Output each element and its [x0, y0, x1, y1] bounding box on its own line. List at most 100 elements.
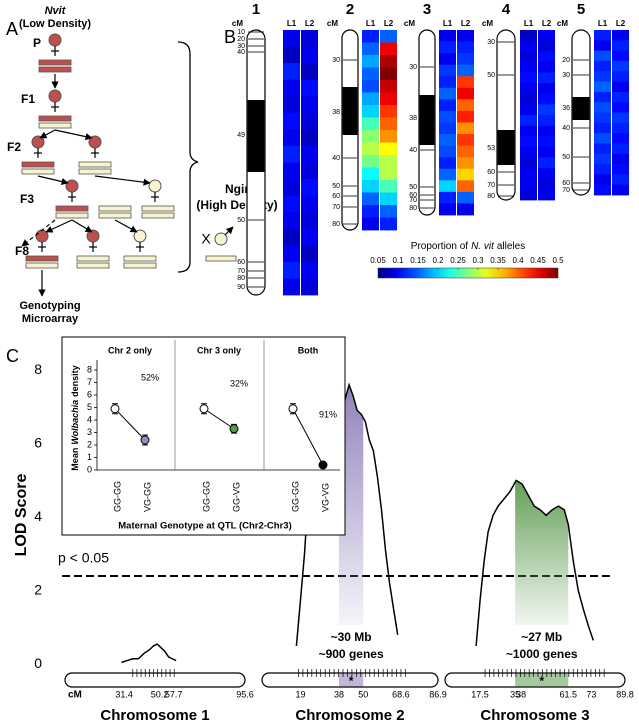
- centromere-block: [342, 87, 358, 135]
- heat-cell: [362, 42, 379, 56]
- heat-cell: [301, 179, 318, 197]
- heat-cell: [520, 72, 537, 84]
- qtl-marker: *: [349, 674, 354, 688]
- heat-cell: [301, 63, 318, 81]
- heat-cell: [283, 46, 300, 64]
- ideogram-tick-label: 60: [237, 259, 245, 266]
- heat-cell: [362, 205, 379, 218]
- chromosome-number: 1: [252, 1, 260, 18]
- chromosome-pair: [141, 212, 175, 219]
- subpanel-title: Chr 3 only: [197, 345, 241, 355]
- threshold-label: p < 0.05: [58, 550, 109, 566]
- generation-label: F3: [20, 192, 34, 206]
- heat-cell: [538, 93, 555, 105]
- x-tick-label: VG-GG: [142, 482, 152, 512]
- heat-cell: [594, 112, 611, 124]
- ideogram-tick-label: 50: [487, 72, 495, 79]
- x-tick-label: 17.5: [471, 689, 489, 699]
- chromosome-name: Chromosome 2: [295, 707, 404, 724]
- x-tick-label: 89.8: [616, 689, 634, 699]
- heat-cell: [612, 164, 629, 175]
- x-tick-label: 73: [586, 689, 596, 699]
- heat-cell: [612, 122, 629, 134]
- heat-cell: [439, 87, 456, 100]
- x-tick-label: 31.4: [115, 689, 133, 699]
- panel-label: B: [224, 27, 236, 47]
- heat-cell: [594, 122, 611, 134]
- heat-cell: [380, 180, 397, 193]
- chromosome-number: 2: [346, 1, 354, 18]
- heat-cell: [520, 125, 537, 137]
- heat-cell: [380, 92, 397, 106]
- heat-cell: [380, 30, 397, 43]
- heat-cell: [520, 61, 537, 73]
- y-tick-label: 8: [34, 361, 42, 377]
- x-tick-label: 38: [334, 689, 344, 699]
- ideogram-tick-label: 60: [332, 193, 340, 200]
- line-label: L2: [542, 19, 552, 28]
- heat-cell: [301, 162, 318, 180]
- heat-cell: [538, 178, 555, 190]
- heat-cell: [439, 122, 456, 135]
- arrow: [21, 219, 56, 247]
- output-label: Microarray: [22, 313, 79, 325]
- reduction-label: 52%: [141, 372, 159, 382]
- heat-cell: [520, 51, 537, 63]
- colorbar-title-part: N. vit: [471, 241, 495, 252]
- colorbar-tick-label: 0.1: [392, 256, 404, 265]
- axis-unit: cM: [404, 19, 415, 28]
- chromosome-pair: [123, 262, 157, 269]
- heat-cell: [362, 155, 379, 168]
- heat-cell: [612, 50, 629, 62]
- heat-cell: [594, 174, 611, 186]
- heat-cell: [457, 157, 474, 170]
- colorbar-tick-label: 0.2: [432, 256, 444, 265]
- y-tick-label: 2: [34, 581, 42, 597]
- heat-cell: [362, 192, 379, 206]
- mean-point: [318, 460, 328, 470]
- heat-cell: [283, 63, 300, 81]
- panel-label: C: [6, 346, 19, 366]
- ideogram-tick-label: 40: [237, 49, 245, 56]
- chromosome-pair: [123, 255, 157, 262]
- y-tick-label: 4: [34, 508, 42, 524]
- heat-cell: [439, 64, 456, 77]
- line-label: L1: [598, 19, 608, 28]
- heat-cell: [520, 104, 537, 116]
- female-symbol: [48, 33, 62, 47]
- ideogram-tick-label: 40: [409, 147, 417, 154]
- heat-cell: [520, 40, 537, 52]
- heat-cell: [362, 130, 379, 143]
- x-tick-label: GG-GG: [201, 481, 211, 512]
- y-tick-label: 6: [87, 389, 92, 399]
- subpanel-title: Both: [298, 345, 319, 355]
- heat-cell: [520, 115, 537, 127]
- heat-cell: [301, 96, 318, 114]
- heat-cell: [439, 30, 456, 42]
- qtl-marker: *: [539, 674, 544, 688]
- y-axis-title: LOD Score: [13, 474, 30, 557]
- heat-cell: [594, 184, 611, 196]
- arrow: [37, 175, 69, 186]
- chromosome-number: 3: [423, 1, 431, 18]
- chromosome-pair: [38, 66, 72, 73]
- colorbar-tick-label: 0.3: [472, 256, 484, 265]
- species-name: Ngir: [225, 182, 249, 196]
- y-axis-title: Mean Wolbachia density: [70, 365, 80, 470]
- heat-cell: [439, 168, 456, 181]
- arrow: [39, 129, 56, 139]
- heat-cell: [520, 136, 537, 148]
- heat-cell: [283, 261, 300, 279]
- heat-cell: [594, 153, 611, 165]
- chromosome-pair: [98, 205, 132, 212]
- chromosome-pair: [25, 262, 59, 269]
- line-label: L2: [616, 19, 626, 28]
- ideogram-tick-label: 20: [237, 36, 245, 43]
- heat-cell: [538, 146, 555, 158]
- heat-cell: [538, 104, 555, 116]
- heat-cell: [538, 168, 555, 180]
- ideogram-tick-label: 50: [409, 184, 417, 191]
- chromosome-pair: [21, 168, 55, 175]
- heat-cell: [283, 212, 300, 230]
- heat-cell: [612, 91, 629, 103]
